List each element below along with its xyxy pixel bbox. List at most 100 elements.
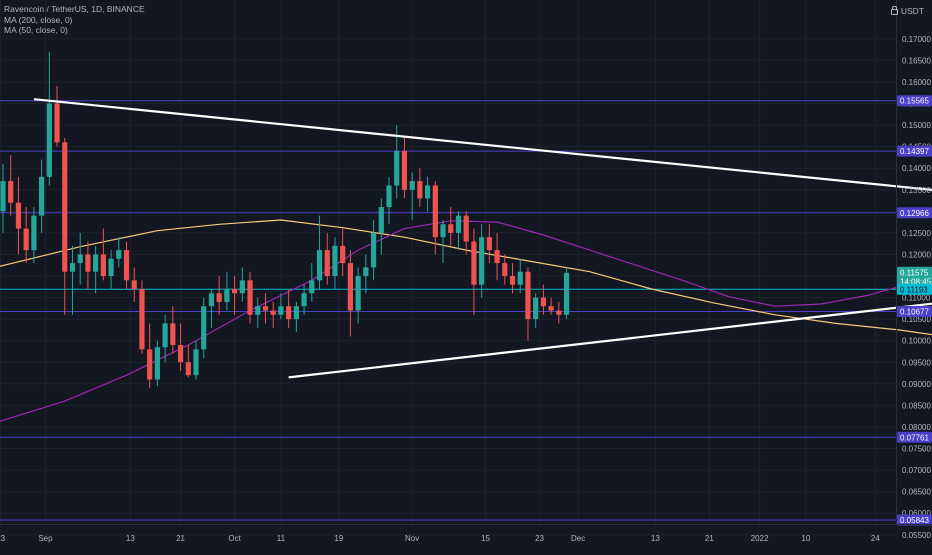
candle-body [116,250,121,259]
price-tag-0.14397[interactable]: 0.14397 [897,146,932,157]
candle-body [541,298,546,307]
price-tag-0.07761[interactable]: 0.07761 [897,432,932,443]
candle-body [85,254,90,271]
legend-ma50[interactable]: MA (50, close, 0) [4,25,145,36]
candle-body [0,181,5,211]
candle-body [124,250,129,280]
candle-body [201,306,206,349]
candle-body [348,263,353,310]
time-tick-label: 19 [334,534,343,543]
time-tick-label: 23 [535,534,544,543]
price-tick-label: 0.06500 [902,488,931,497]
price-tick-label: 0.12500 [902,229,931,238]
candle-body [471,242,476,285]
candle [155,341,160,386]
price-tick-label: 0.13500 [902,186,931,195]
candle-body [147,349,152,379]
candle-body [410,181,415,190]
candle-body [340,246,345,263]
candle-body [440,224,445,237]
candle-body [394,151,399,186]
price-unit: USDT [901,6,924,16]
candle-body [101,254,106,276]
price-tick-label: 0.16000 [902,78,931,87]
candle [139,280,144,353]
time-tick-label: 23 [0,534,6,543]
price-tick-label: 0.10000 [902,337,931,346]
candle-body [356,276,361,311]
time-tick-label: 15 [481,534,490,543]
candle-body [62,142,67,271]
candle-body [518,272,523,285]
candle-body [363,267,368,276]
candle-body [8,181,13,203]
candle-body [193,349,198,375]
candle [564,267,569,319]
time-tick-label: 21 [176,534,185,543]
legend-ma200[interactable]: MA (200, close, 0) [4,15,145,26]
price-tick-label: 0.08500 [902,401,931,410]
candle-body [332,246,337,276]
candle-body [31,216,36,251]
candle-body [170,323,175,345]
lock-icon[interactable] [891,9,898,15]
price-tick-label: 0.12000 [902,250,931,259]
price-tag-value: 0.14397 [900,147,929,156]
time-tick-label: Sep [38,534,53,543]
candle-body [139,289,144,349]
time-tick-label: Dec [571,534,585,543]
chart-legend: Ravencoin / TetherUS, 1D, BINANCE MA (20… [4,4,145,36]
candle-body [487,237,492,250]
candle-body [255,306,260,315]
candle-body [525,272,530,319]
price-tag-value: 0.10677 [900,308,929,317]
candle-body [217,293,222,302]
candle-body [240,280,245,293]
price-tag-value: 0.15565 [900,97,929,106]
candle-body [294,306,299,319]
candle-body [132,280,137,289]
candle-body [47,104,52,177]
candle-body [16,203,21,229]
price-tag-0.11193[interactable]: 0.11193 [897,284,932,295]
candle-body [464,216,469,242]
candle-body [479,237,484,284]
candle-body [425,185,430,198]
price-tag-0.10677[interactable]: 0.10677 [897,306,932,317]
price-tick-label: 0.07000 [902,466,931,475]
time-tick-label: Nov [405,534,419,543]
time-tick-label: Oct [228,534,241,543]
candle-body [402,151,407,190]
price-tag-value: 0.07761 [900,433,929,442]
time-tick-label: 10 [801,534,810,543]
candle-body [70,263,75,272]
time-tick-label: 13 [126,534,135,543]
candle-body [263,306,268,310]
candle-body [502,263,507,276]
legend-symbol[interactable]: Ravencoin / TetherUS, 1D, BINANCE [4,4,145,15]
price-tick-label: 0.16500 [902,56,931,65]
candle-body [163,323,168,347]
time-tick-label: 11 [277,534,286,543]
price-tick-label: 0.11000 [902,294,931,303]
price-tag-value: 0.12966 [900,209,929,218]
candle-body [39,177,44,216]
candle-body [556,311,561,315]
price-tag-value: 0.05843 [900,516,929,525]
price-tick-label: 0.09000 [902,380,931,389]
time-tick-label: 21 [705,534,714,543]
price-tick-label: 0.07500 [902,445,931,454]
candle-body [433,185,438,237]
price-tag-0.15565[interactable]: 0.15565 [897,95,932,106]
candle-body [278,306,283,315]
candle-body [286,306,291,319]
candle-body [325,250,330,276]
price-tag-0.05843[interactable]: 0.05843 [897,514,932,525]
candle-body [371,233,376,268]
candle-body [494,250,499,263]
price-tag-0.12966[interactable]: 0.12966 [897,207,932,218]
price-unit-selector[interactable]: USDT [891,6,924,16]
candle-body [379,207,384,233]
